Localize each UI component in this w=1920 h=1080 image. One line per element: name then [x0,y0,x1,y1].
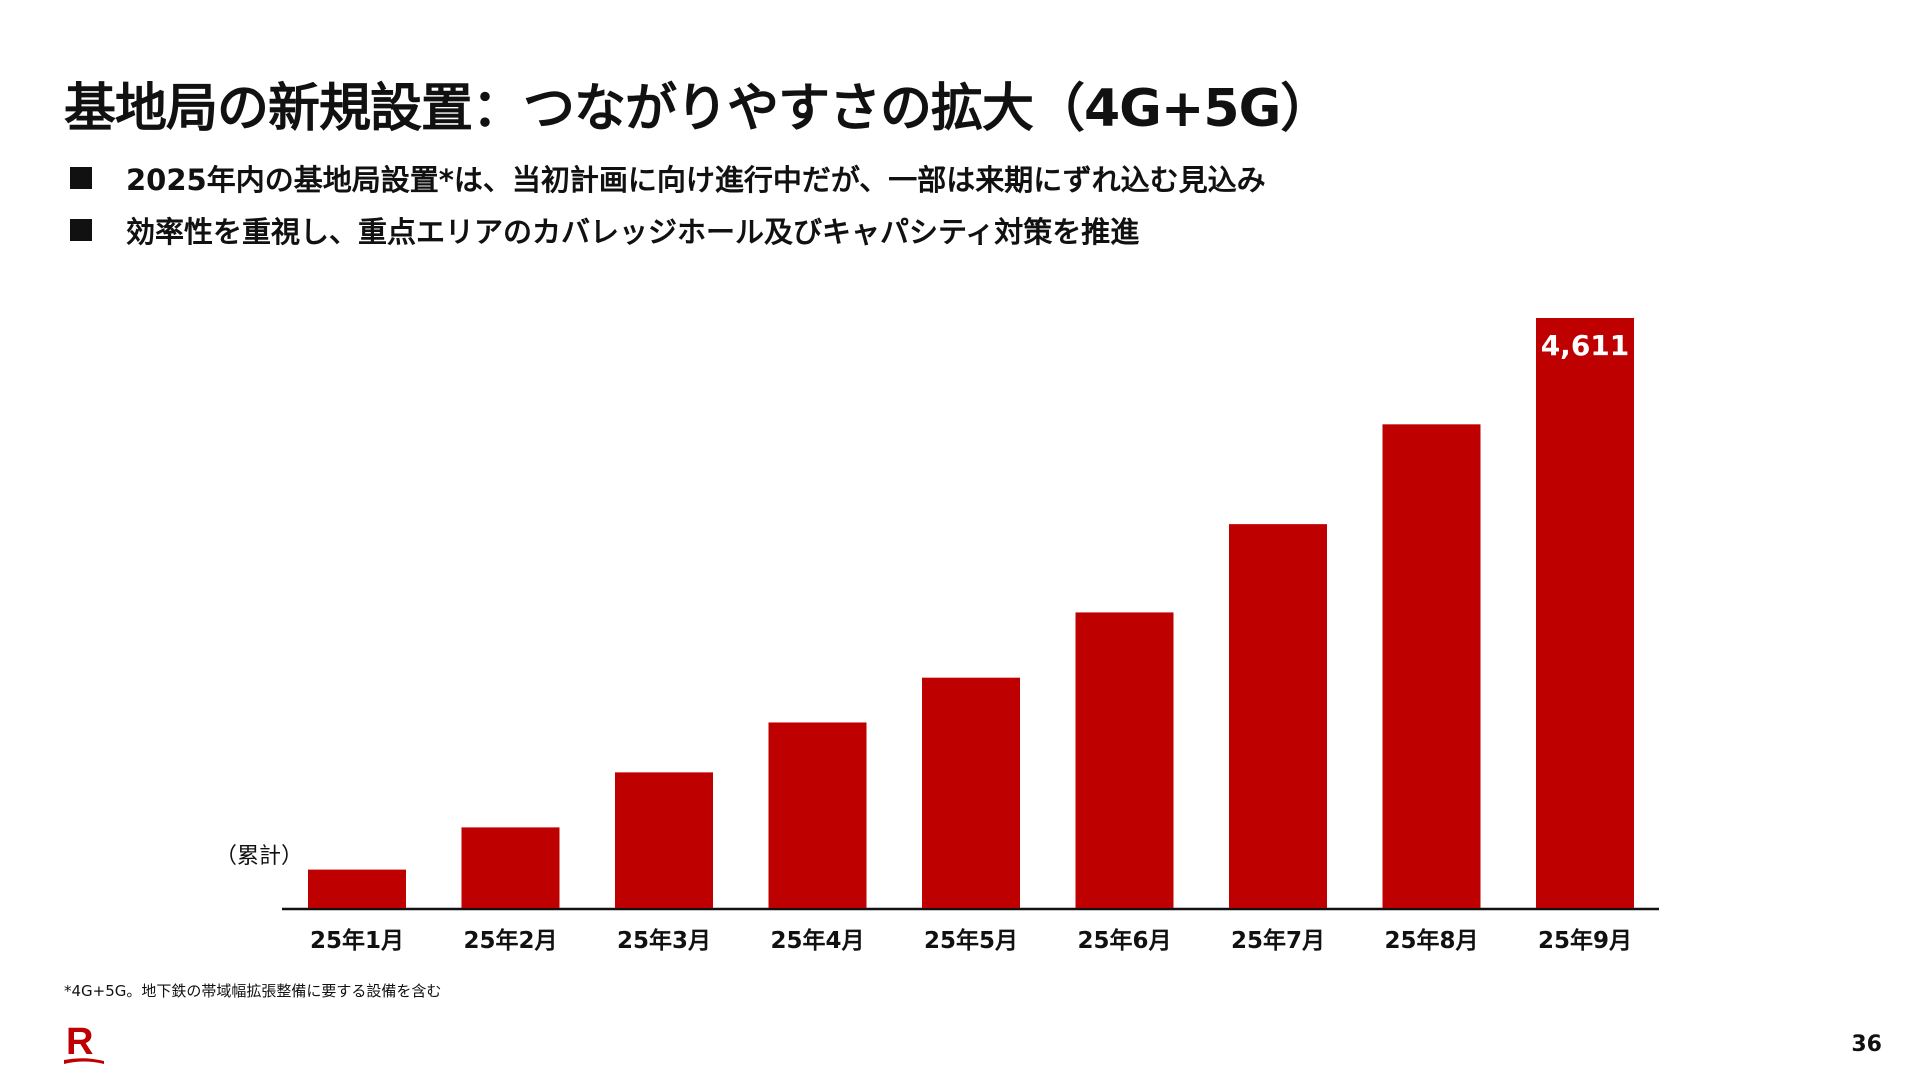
footnote: *4G+5G。地下鉄の帯域幅拡張整備に要する設備を含む [64,982,442,1000]
bullet-text: 2025年内の基地局設置*は、当初計画に向け進行中だが、一部は来期にずれ込む見込… [126,163,1266,197]
x-tick-label: 25年7月 [1231,927,1325,954]
bullet-square-icon [70,219,92,241]
x-tick-label: 25年9月 [1538,927,1632,954]
x-tick-label: 25年8月 [1384,927,1478,954]
bar-1 [308,869,406,908]
bar-6 [1075,612,1174,908]
x-tick-label: 25年6月 [1077,927,1171,954]
unit-label: （累計） [215,844,304,869]
x-tick-label: 25年5月 [924,927,1018,954]
slide-title: 基地局の新規設置：つながりやすさの拡大（4G+5G） [64,79,1332,139]
x-tick-label: 25年2月 [463,927,557,954]
bullet-list: 2025年内の基地局設置*は、当初計画に向け進行中だが、一部は来期にずれ込む見込… [70,152,1266,256]
rakuten-logo-icon: R [64,1021,104,1064]
svg-text:R: R [66,1021,93,1063]
bar-7 [1229,524,1327,908]
bar-8 [1382,424,1481,908]
bar-4 [768,722,867,908]
x-tick-label: 25年3月 [617,927,711,954]
bar-2 [461,827,560,908]
bullet-text: 効率性を重視し、重点エリアのカバレッジホール及びキャパシティ対策を推進 [126,215,1140,249]
bullet-square-icon [70,167,92,189]
bullet-item: 効率性を重視し、重点エリアのカバレッジホール及びキャパシティ対策を推進 [70,204,1266,256]
x-tick-label: 25年4月 [770,927,864,954]
page-number: 36 [1851,1032,1882,1057]
bar-3 [615,772,713,908]
bar-5 [922,677,1020,908]
bullet-item: 2025年内の基地局設置*は、当初計画に向け進行中だが、一部は来期にずれ込む見込… [70,152,1266,204]
x-tick-label: 25年1月 [310,927,404,954]
bar-data-label: 4,611 [1541,329,1630,362]
bar-9 [1536,318,1634,908]
